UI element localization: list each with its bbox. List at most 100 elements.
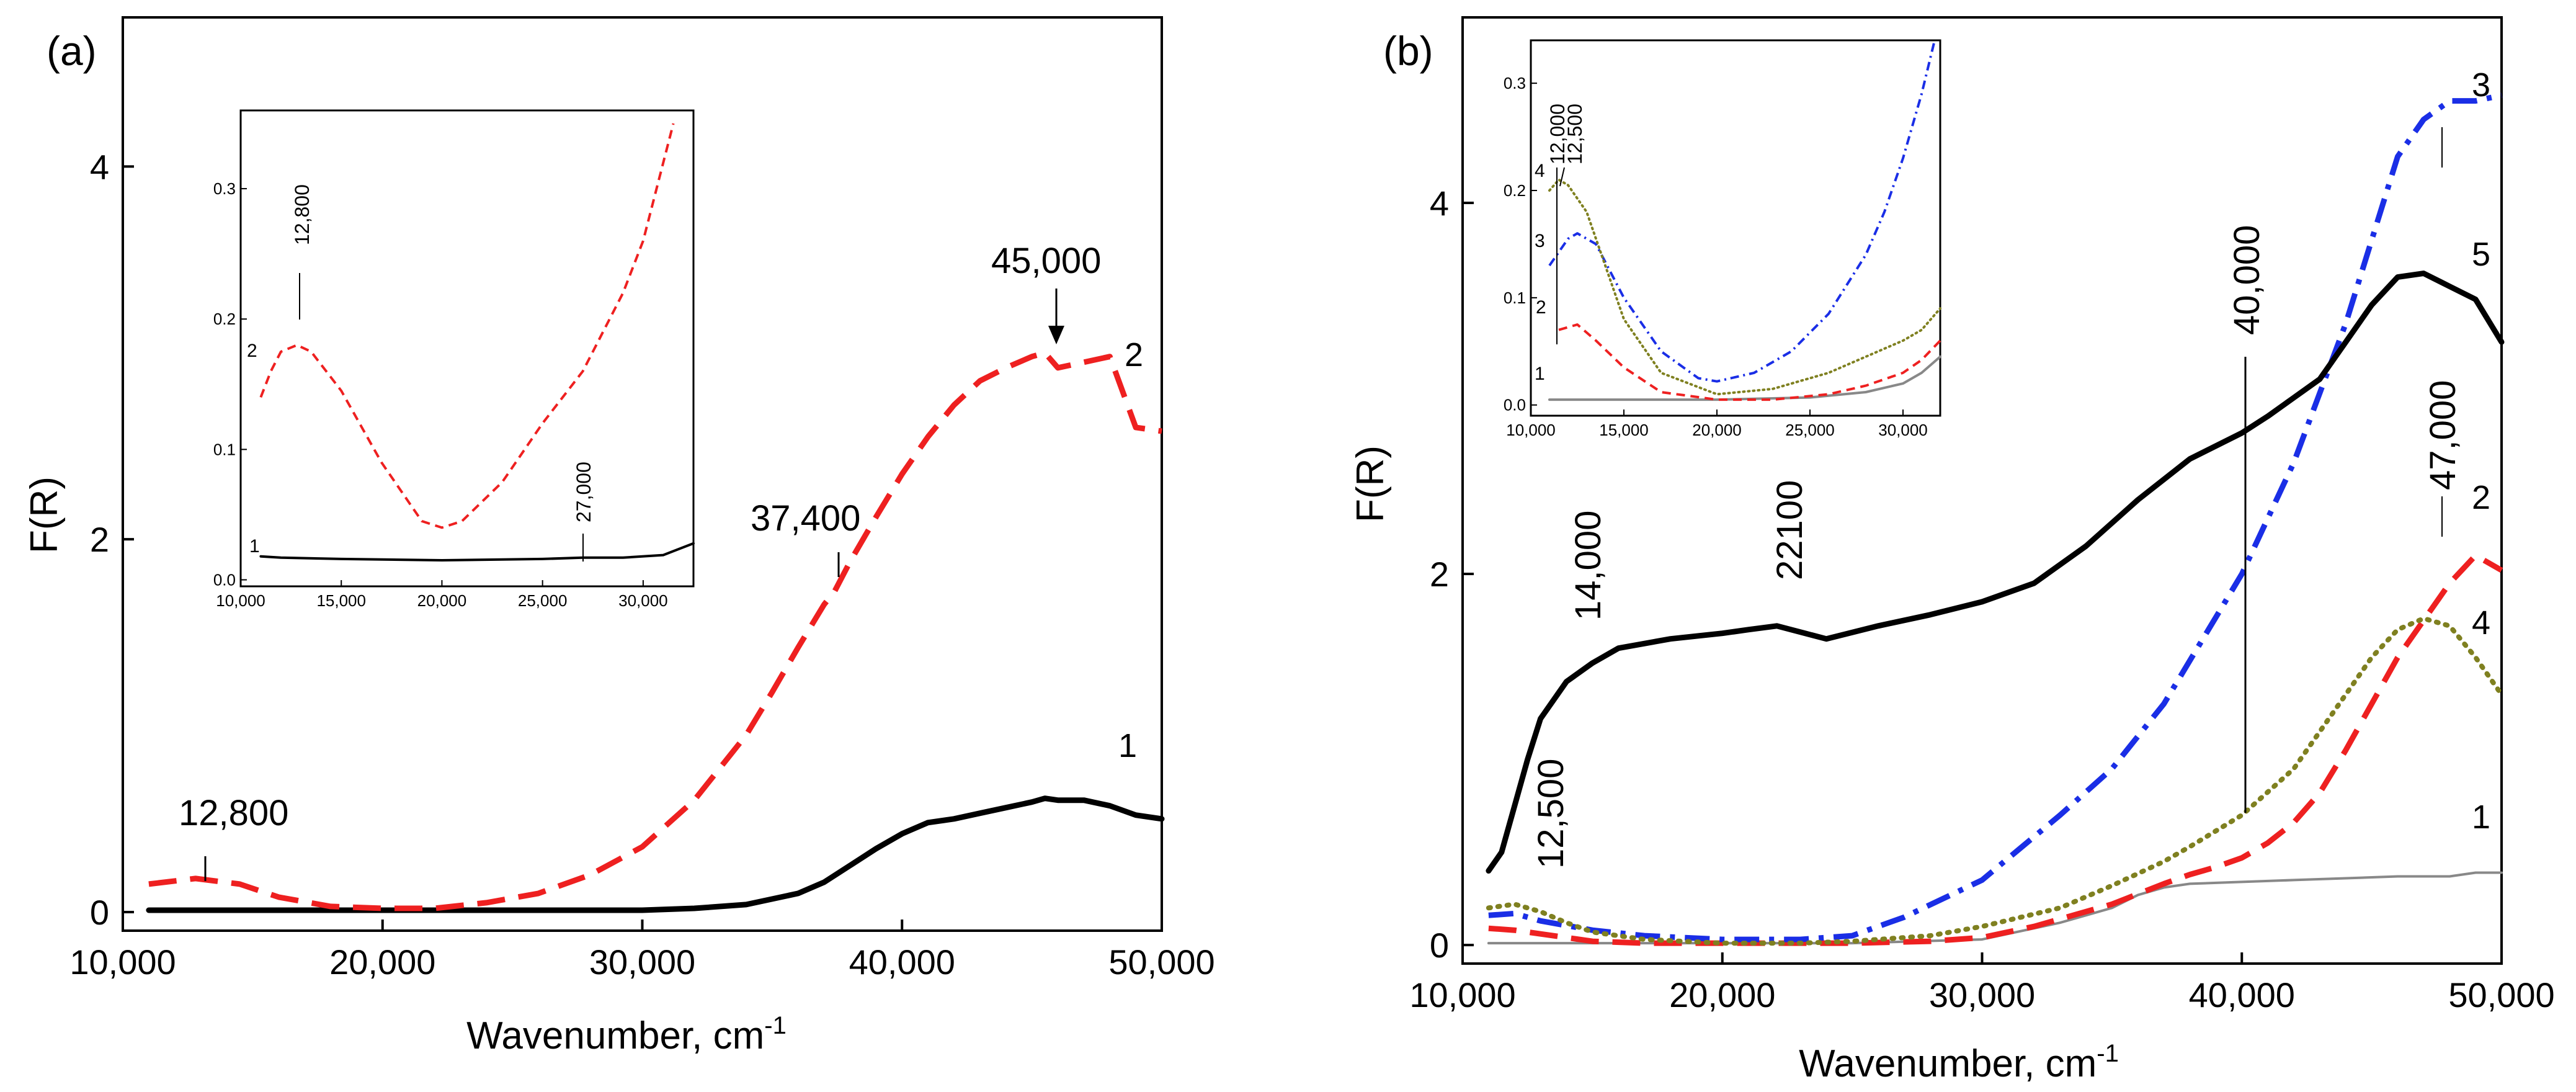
inset-curve-label-b-1: 1 — [1535, 364, 1545, 384]
y-tick-label: 4 — [1430, 184, 1449, 223]
panel-b-xlabel-main: Wavenumber, cm — [1799, 1042, 2097, 1085]
y-tick-label: 0.3 — [1504, 74, 1526, 92]
x-tick-label: 30,000 — [618, 591, 668, 610]
annot-12500: 12,500 — [1531, 759, 1571, 869]
x-tick-label: 25,000 — [518, 591, 568, 610]
panel-b-ylabel: F(R) — [1349, 445, 1392, 522]
inset-curve-label-b-4: 4 — [1535, 161, 1545, 181]
x-tick-label: 10,000 — [69, 942, 176, 982]
x-tick-label: 25,000 — [1785, 421, 1835, 439]
x-tick-label: 10,000 — [216, 591, 265, 610]
series-1-line — [146, 795, 1165, 913]
panel-a-y-axis: 0 2 4 — [90, 147, 134, 932]
panel-a-series — [146, 350, 1165, 913]
annot-45000-arrowhead — [1048, 326, 1064, 344]
x-tick-label: 50,000 — [2448, 975, 2554, 1014]
curve-label-a-2: 2 — [1125, 336, 1143, 374]
inset-curve-label-a-2: 2 — [247, 341, 257, 361]
panel-a-x-axis: 10,000 20,000 30,000 40,000 50,000 — [69, 920, 1215, 982]
annot-47000: 47,000 — [2423, 380, 2463, 490]
series-4-line — [1486, 615, 2504, 946]
panel-b-x-axis: 10,000 20,000 30,000 40,000 50,000 — [1409, 952, 2555, 1014]
series-4-line — [1548, 178, 1941, 396]
panel-b: (b) F(R) Wavenumber, cm-1 0 2 4 10,000 20,0… — [1349, 16, 2555, 1085]
panel-a-inset-y-axis: 0.0 0.1 0.2 0.3 — [213, 179, 247, 589]
panel-a-inset: 0.0 0.1 0.2 0.3 10,000 15,000 20,000 25,000 30,… — [213, 109, 695, 610]
annot-14000: 14,000 — [1568, 511, 1608, 620]
panel-b-xlabel: Wavenumber, cm-1 — [1799, 1040, 2119, 1085]
panel-a-inset-frame — [239, 109, 695, 588]
inset-curve-label-b-3: 3 — [1535, 231, 1545, 251]
series-1-line — [1548, 355, 1941, 401]
y-tick-label: 0 — [1430, 926, 1449, 965]
x-tick-label: 40,000 — [849, 942, 955, 982]
y-tick-label: 4 — [90, 147, 109, 186]
curve-label-b-2: 2 — [2472, 479, 2490, 516]
curve-label-b-3: 3 — [2472, 66, 2490, 104]
annot-22100: 22100 — [1770, 480, 1810, 580]
y-tick-label: 0.0 — [1504, 396, 1526, 414]
inset-annot-12000: 12,000 — [1546, 104, 1569, 164]
y-tick-label: 2 — [90, 520, 109, 559]
panel-a-inset-series — [259, 123, 695, 562]
panel-a-label: (a) — [47, 28, 97, 74]
curve-label-a-1: 1 — [1118, 727, 1137, 764]
panel-b-inset-series — [1548, 40, 1941, 401]
x-tick-label: 10,000 — [1506, 421, 1556, 439]
curve-label-b-5: 5 — [2472, 236, 2490, 273]
series-5-line — [1486, 271, 2505, 874]
x-tick-label: 40,000 — [2189, 975, 2295, 1014]
series-1-line — [259, 542, 695, 562]
x-tick-label: 50,000 — [1108, 942, 1214, 982]
y-tick-label: 0.1 — [213, 440, 236, 459]
inset-curve-label-a-1: 1 — [249, 536, 260, 557]
annot-12800: 12,800 — [179, 793, 288, 833]
panel-b-inset-x-axis: 10,000 15,000 20,000 25,000 30,000 — [1506, 410, 1928, 439]
x-tick-label: 20,000 — [329, 942, 435, 982]
y-tick-label: 0 — [90, 893, 109, 932]
annot-40000: 40,000 — [2227, 225, 2267, 335]
x-tick-label: 30,000 — [1929, 975, 2035, 1014]
y-tick-label: 0.2 — [1504, 181, 1526, 200]
series-2-line — [148, 350, 1162, 911]
panel-b-series — [1486, 92, 2505, 946]
x-tick-label: 10,000 — [1409, 975, 1515, 1014]
y-tick-label: 0.0 — [213, 570, 236, 589]
panel-b-inset-y-axis: 0.0 0.1 0.2 0.3 — [1504, 74, 1537, 414]
series-2-line — [1488, 552, 2503, 946]
panel-a-xlabel-main: Wavenumber, cm — [466, 1014, 764, 1057]
inset-annot-27000: 27,000 — [573, 462, 595, 522]
panel-b-xlabel-sup: -1 — [2097, 1040, 2119, 1067]
annot-45000: 45,000 — [991, 241, 1101, 281]
y-tick-label: 2 — [1430, 555, 1449, 594]
inset-annot-12500-marker — [1559, 167, 1565, 187]
x-tick-label: 30,000 — [1878, 421, 1928, 439]
x-tick-label: 20,000 — [1692, 421, 1742, 439]
panel-a-xlabel-sup: -1 — [764, 1012, 787, 1039]
x-tick-label: 20,000 — [417, 591, 467, 610]
panel-b-annotations: 12,500 14,000 22100 40,000 47,000 1 2 3 … — [1531, 66, 2490, 869]
panel-b-inset: 0.0 0.1 0.2 0.3 10,000 15,000 20,000 25,000 30,… — [1504, 39, 1941, 439]
y-tick-label: 0.3 — [213, 179, 236, 198]
inset-curve-label-b-2: 2 — [1536, 297, 1546, 318]
x-tick-label: 15,000 — [316, 591, 366, 610]
annot-37400: 37,400 — [751, 498, 860, 539]
panel-a-inset-x-axis: 10,000 15,000 20,000 25,000 30,000 — [216, 580, 668, 610]
series-3-line — [1548, 40, 1936, 383]
panel-a-annotations: 12,800 37,400 45,000 1 2 — [179, 241, 1143, 881]
y-tick-label: 0.1 — [1504, 289, 1526, 307]
curve-label-b-1: 1 — [2472, 799, 2490, 836]
panel-a-xlabel: Wavenumber, cm-1 — [466, 1012, 787, 1057]
x-tick-label: 20,000 — [1669, 975, 1775, 1014]
inset-annot-12500: 12,500 — [1564, 104, 1586, 164]
inset-annot-12800: 12,800 — [291, 184, 313, 245]
panel-b-y-axis: 0 2 4 — [1430, 184, 1474, 965]
series-2-line — [259, 123, 675, 529]
x-tick-label: 30,000 — [589, 942, 695, 982]
panel-a: (a) F(R) Wavenumber, cm-1 0 2 4 10,000 20,0… — [23, 16, 1215, 1057]
series-2-line — [1558, 323, 1941, 401]
curve-label-b-4: 4 — [2472, 604, 2490, 642]
y-tick-label: 0.2 — [213, 310, 236, 328]
panel-b-label: (b) — [1383, 28, 1433, 74]
